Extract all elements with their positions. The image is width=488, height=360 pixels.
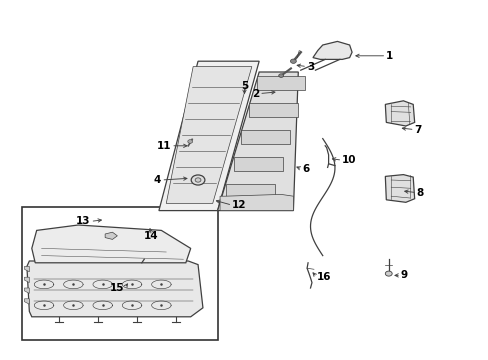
Polygon shape	[385, 175, 414, 202]
Polygon shape	[166, 67, 251, 203]
Polygon shape	[225, 184, 274, 198]
Circle shape	[385, 271, 391, 276]
Circle shape	[195, 178, 201, 182]
Polygon shape	[385, 101, 414, 126]
Polygon shape	[24, 288, 29, 293]
Text: 16: 16	[316, 272, 331, 282]
Text: 9: 9	[400, 270, 407, 280]
Polygon shape	[105, 232, 117, 239]
Text: 15: 15	[110, 283, 124, 293]
Circle shape	[191, 175, 204, 185]
Circle shape	[187, 140, 192, 143]
Polygon shape	[256, 76, 305, 90]
Polygon shape	[217, 72, 298, 211]
Polygon shape	[24, 266, 29, 272]
Text: 12: 12	[232, 200, 246, 210]
Text: 14: 14	[144, 231, 159, 241]
Polygon shape	[248, 103, 297, 117]
Text: 11: 11	[156, 141, 171, 151]
Polygon shape	[24, 277, 29, 283]
Text: 10: 10	[342, 155, 356, 165]
Text: 6: 6	[302, 164, 309, 174]
Circle shape	[290, 59, 296, 63]
Polygon shape	[312, 41, 351, 59]
Circle shape	[278, 74, 283, 77]
Polygon shape	[27, 261, 203, 317]
Text: 5: 5	[241, 81, 247, 91]
Text: 2: 2	[251, 89, 259, 99]
Text: 13: 13	[76, 216, 90, 226]
Polygon shape	[220, 194, 293, 211]
Polygon shape	[241, 130, 289, 144]
Text: 1: 1	[386, 51, 393, 61]
Polygon shape	[24, 299, 29, 304]
Polygon shape	[233, 157, 282, 171]
Polygon shape	[159, 61, 259, 211]
Text: 8: 8	[416, 188, 423, 198]
Text: 3: 3	[306, 62, 314, 72]
Text: 4: 4	[154, 175, 161, 185]
Text: 7: 7	[414, 125, 421, 135]
Polygon shape	[32, 225, 190, 263]
Bar	[22, 207, 217, 340]
